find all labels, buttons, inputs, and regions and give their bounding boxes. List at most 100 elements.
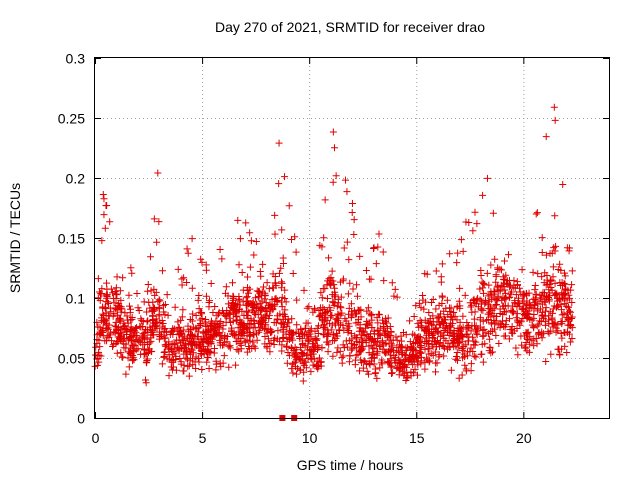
data-point [413,334,421,342]
data-point [446,250,454,258]
data-point [255,287,263,295]
data-point [91,351,99,359]
data-point [435,318,443,326]
data-point [331,144,339,152]
data-point [285,202,293,210]
data-point [379,323,387,331]
data-point [144,317,152,325]
data-point [124,354,132,362]
data-point [236,316,244,324]
data-point [565,330,573,338]
data-point [496,305,504,313]
data-point [422,334,430,342]
data-point [246,320,254,328]
data-point [410,347,418,355]
data-point [564,286,572,294]
data-point [234,306,242,314]
data-point [555,294,563,302]
data-point [333,330,341,338]
data-point [323,295,331,303]
data-point [369,350,377,358]
data-point [168,366,176,374]
data-point [361,358,369,366]
data-point [263,307,271,315]
data-point [161,324,169,332]
data-point [244,300,252,308]
data-point [455,344,463,352]
data-point [191,358,199,366]
data-point [568,298,576,306]
data-point [114,311,122,319]
data-point [168,340,176,348]
data-point [143,318,151,326]
data-point [529,295,537,303]
data-point [129,355,137,363]
data-point [160,308,168,316]
data-point [365,342,373,350]
data-point [387,355,395,363]
data-point [171,349,179,357]
data-point [321,315,329,323]
data-point [129,332,137,340]
data-point [453,259,461,267]
data-point [317,311,325,319]
data-point [507,307,515,315]
data-point [435,301,443,309]
data-point [204,354,212,362]
data-point [329,178,337,186]
data-point [558,334,566,342]
data-point [494,282,502,290]
data-point [534,270,542,278]
data-point [364,304,372,312]
data-point [282,342,290,350]
data-point [149,307,157,315]
data-point [358,359,366,367]
data-point [293,296,301,304]
data-point [534,305,542,313]
data-point [365,349,373,357]
data-point [151,291,159,299]
data-point [311,336,319,344]
data-point [247,237,255,245]
data-point [159,302,167,310]
data-point [114,302,122,310]
data-point [512,291,520,299]
data-point [350,216,358,224]
data-point [288,365,296,373]
data-point [512,344,520,352]
data-point [115,314,123,322]
data-point [112,290,120,298]
data-point [153,238,161,246]
data-point [526,340,534,348]
data-point [388,342,396,350]
data-point [271,279,279,287]
data-point [297,326,305,334]
data-point [330,281,338,289]
data-point [114,324,122,332]
data-point [406,338,414,346]
data-point [179,341,187,349]
data-point [455,297,463,305]
data-point [117,349,125,357]
y-tick-label: 0 [77,411,85,427]
data-point [288,331,296,339]
data-point [246,229,254,237]
data-point [547,350,555,358]
data-point [463,318,471,326]
data-point [431,338,439,346]
data-point [505,335,513,343]
data-point [343,324,351,332]
data-point [114,338,122,346]
data-point [337,293,345,301]
data-point [388,369,396,377]
data-point [99,324,107,332]
data-point [478,350,486,358]
data-point [522,330,530,338]
data-point [375,342,383,350]
data-point [242,294,250,302]
data-point [537,331,545,339]
data-point [409,351,417,359]
data-point [329,128,337,136]
data-point [210,349,218,357]
data-point [490,287,498,295]
